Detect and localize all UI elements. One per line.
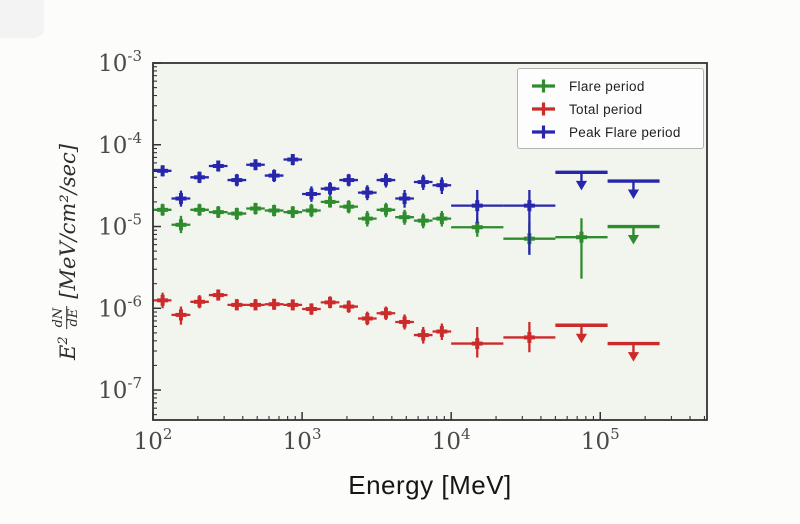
ylabel-symbol: E2 [56, 336, 80, 361]
x-tick-label: 102 [134, 425, 173, 455]
x-axis-label: Energy [MeV] [348, 470, 512, 500]
legend-label: Total period [569, 101, 643, 117]
legend-item-flare-period: Flare period [530, 76, 693, 96]
y-tick-label: 10-5 [98, 211, 142, 241]
ylabel-unit: [MeV/cm²/sec] [56, 143, 80, 299]
x-tick-label: 104 [432, 425, 471, 455]
legend-item-peak-flare-period: Peak Flare period [530, 122, 693, 142]
legend-marker-plus-icon [532, 102, 555, 116]
y-axis-ticks: 10-3 10-4 10-5 10-6 10-7 [98, 47, 161, 416]
ylabel-fraction: dN dE [51, 305, 82, 330]
y-tick-label: 10-4 [98, 129, 142, 159]
y-tick-label: 10-6 [98, 292, 142, 322]
photo-smudge [0, 0, 44, 38]
series-total-period [153, 289, 660, 362]
legend-marker-plus-icon [532, 125, 555, 139]
y-tick-label: 10-7 [98, 374, 142, 404]
legend-label: Flare period [569, 78, 645, 94]
series-flare-period [153, 195, 660, 279]
legend-label: Peak Flare period [569, 124, 681, 140]
series-peak-flare-period [153, 154, 660, 255]
legend-item-total-period: Total period [530, 99, 693, 119]
legend-marker-plus-icon [532, 79, 555, 93]
plot-frame [152, 62, 708, 421]
x-tick-label: 103 [283, 425, 322, 455]
legend: Flare period Total period Peak Flare perio… [517, 68, 704, 149]
x-tick-label: 105 [581, 425, 620, 455]
y-axis-label: E2 dN dE [MeV/cm²/sec] [51, 143, 83, 361]
y-tick-label: 10-3 [98, 47, 142, 77]
